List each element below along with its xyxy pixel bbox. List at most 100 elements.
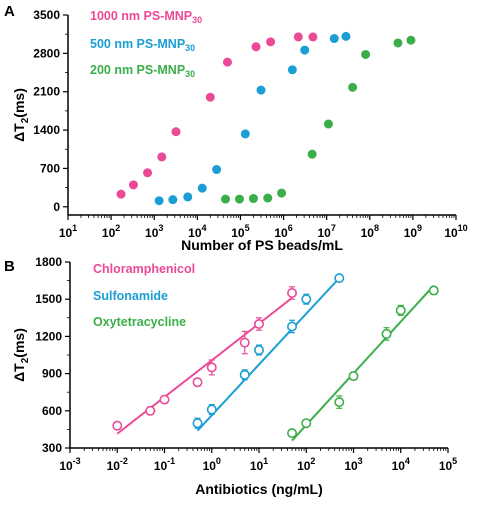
data-point (154, 196, 164, 206)
legend-entry: Oxytetracycline (93, 315, 186, 329)
data-point (112, 420, 123, 431)
legend-entry: Sulfonamide (93, 289, 168, 303)
data-point (334, 273, 345, 284)
x-tick-label: 107 (317, 223, 335, 240)
panel-letter: A (4, 3, 15, 20)
data-point (263, 193, 273, 203)
series-2 (192, 273, 345, 432)
x-tick-label: 10-3 (59, 456, 80, 473)
data-point (348, 371, 359, 382)
data-point (128, 180, 138, 190)
data-point (143, 168, 153, 178)
data-point (266, 37, 276, 47)
x-tick-label: 104 (392, 456, 410, 473)
y-tick-label: 700 (40, 161, 60, 175)
data-point (197, 183, 207, 193)
data-point (192, 377, 203, 388)
legend-entry: 500 nm PS-MNP30 (90, 37, 195, 53)
y-tick-label: 1500 (35, 292, 62, 306)
series-3 (220, 35, 416, 204)
y-tick-label: 2800 (33, 46, 60, 60)
x-tick-label: 103 (145, 223, 163, 240)
data-point (205, 92, 215, 102)
data-point (301, 294, 312, 305)
data-point (300, 45, 310, 55)
fit-line (291, 284, 435, 442)
series-2 (154, 31, 351, 206)
x-tick-label: 100 (203, 456, 221, 473)
x-tick-label: 102 (102, 223, 120, 240)
data-point (183, 192, 193, 202)
panel-a: A 101 102 103 104 105 106 107 108 109 1010 0 700 1400… (4, 3, 468, 253)
y-tick-label: 1400 (33, 123, 60, 137)
data-point (287, 321, 298, 332)
y-tick-label: 1200 (35, 329, 62, 343)
data-point (116, 189, 126, 199)
x-tick-label: 105 (231, 223, 249, 240)
data-point (287, 428, 298, 439)
x-tick-label: 102 (297, 456, 315, 473)
y-tick-label: 3500 (33, 8, 60, 22)
y-axis-title: ΔT2(ms) (11, 88, 31, 142)
data-point (212, 165, 222, 175)
data-point (239, 369, 250, 380)
data-point (406, 35, 416, 45)
y-axis-title: ΔT2(ms) (11, 328, 31, 382)
data-point (293, 32, 303, 42)
y-tick-label: 0 (53, 200, 60, 214)
data-point (254, 345, 265, 356)
x-tick-label: 108 (361, 223, 379, 240)
legend-entry: 1000 nm PS-MNP30 (90, 9, 202, 25)
data-point (341, 31, 351, 41)
y-tick-label: 1800 (35, 255, 62, 269)
x-tick-label: 101 (59, 223, 77, 240)
data-point (301, 418, 312, 429)
x-tick-label: 10-1 (154, 456, 175, 473)
data-point (323, 119, 333, 129)
data-point (428, 285, 439, 296)
data-point (381, 328, 392, 339)
legend-entry: 200 nm PS-MNP30 (90, 63, 195, 79)
data-point (308, 32, 318, 42)
y-tick-label: 2100 (33, 85, 60, 99)
y-tick-label: 900 (42, 367, 62, 381)
data-point (239, 337, 250, 348)
data-point (145, 405, 156, 416)
data-point (206, 362, 217, 373)
data-point (192, 418, 203, 429)
data-point (234, 194, 244, 204)
data-point (168, 195, 178, 205)
data-point (307, 149, 317, 159)
series-1 (112, 286, 298, 435)
data-point (277, 188, 287, 198)
data-point (256, 85, 266, 95)
x-tick-label: 109 (404, 223, 422, 240)
panel-b: B 10-3 10-2 10-1 100 101 102 103 104 105 300 600 900… (4, 255, 457, 497)
data-point (393, 38, 403, 48)
data-point (220, 194, 230, 204)
data-point (287, 287, 298, 298)
data-point (329, 34, 339, 44)
x-axis-title: Number of PS beads/mL (181, 237, 343, 253)
data-point (222, 57, 232, 67)
x-tick-label: 105 (439, 456, 457, 473)
y-tick-label: 300 (42, 441, 62, 455)
legend-entry: Chloramphenicol (93, 262, 195, 276)
data-point (240, 129, 250, 139)
data-point (159, 394, 170, 405)
data-point (348, 82, 358, 92)
data-point (248, 194, 258, 204)
data-point (254, 318, 265, 329)
x-tick-label: 10-2 (107, 456, 128, 473)
x-tick-label: 1010 (444, 223, 467, 240)
data-point (395, 305, 406, 316)
data-point (206, 404, 217, 415)
data-point (334, 397, 345, 408)
data-point (171, 127, 181, 137)
panel-letter: B (4, 258, 15, 275)
series-1 (116, 32, 318, 199)
x-tick-label: 104 (188, 223, 206, 240)
data-point (361, 49, 371, 59)
